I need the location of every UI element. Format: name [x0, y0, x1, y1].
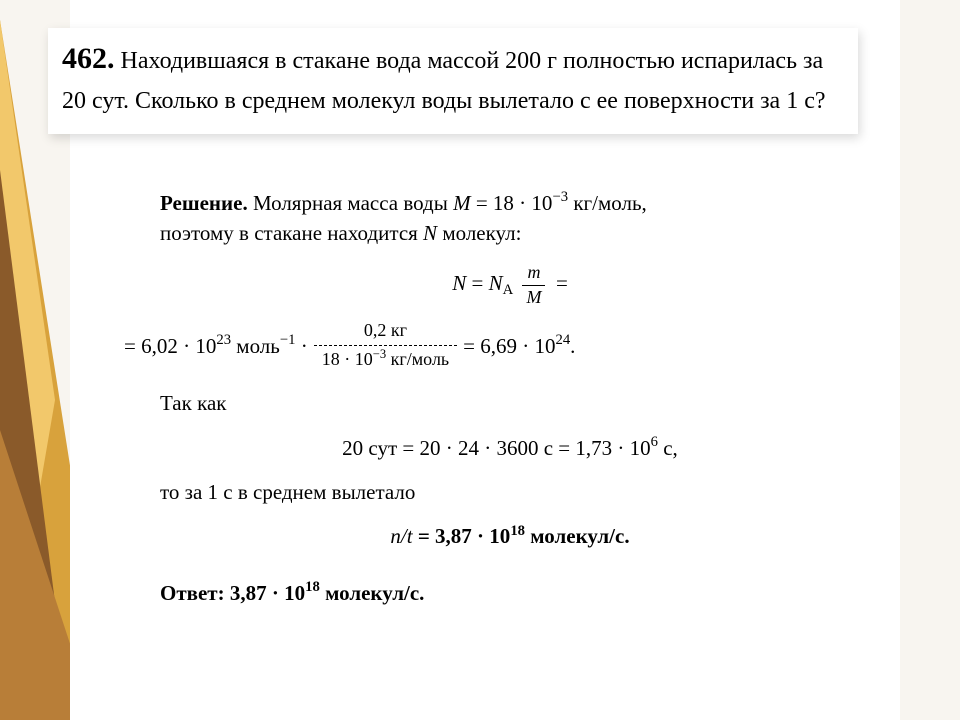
- answer-line: Ответ: 3,87 · 1018 молекул/с.: [160, 578, 860, 608]
- equation-3: 20 сут = 20 · 24 · 3600 с = 1,73 · 106 с…: [160, 433, 860, 463]
- problem-number: 462.: [62, 42, 115, 75]
- solution-line-1: Решение. Молярная масса воды M = 18 · 10…: [160, 188, 860, 249]
- equation-2: = 6,02 · 1023 моль−1 · 0,2 кг 18 · 10−3 …: [124, 321, 860, 370]
- equation-4: n/t = 3,87 · 1018 молекул/с.: [160, 521, 860, 551]
- equation-1: N = NA m M =: [160, 263, 860, 308]
- solution-line-3: Так как: [160, 388, 860, 418]
- solution-block: Решение. Молярная масса воды M = 18 · 10…: [160, 176, 860, 620]
- problem-text: 462. Находившаяся в стакане вода массой …: [48, 36, 858, 120]
- solution-label: Решение.: [160, 191, 248, 215]
- solution-line-4: то за 1 с в среднем вылетало: [160, 477, 860, 507]
- problem-body: Находившаяся в стакане вода массой 200 г…: [62, 48, 826, 114]
- answer-label: Ответ:: [160, 581, 225, 605]
- problem-statement: 462. Находившаяся в стакане вода массой …: [48, 28, 858, 134]
